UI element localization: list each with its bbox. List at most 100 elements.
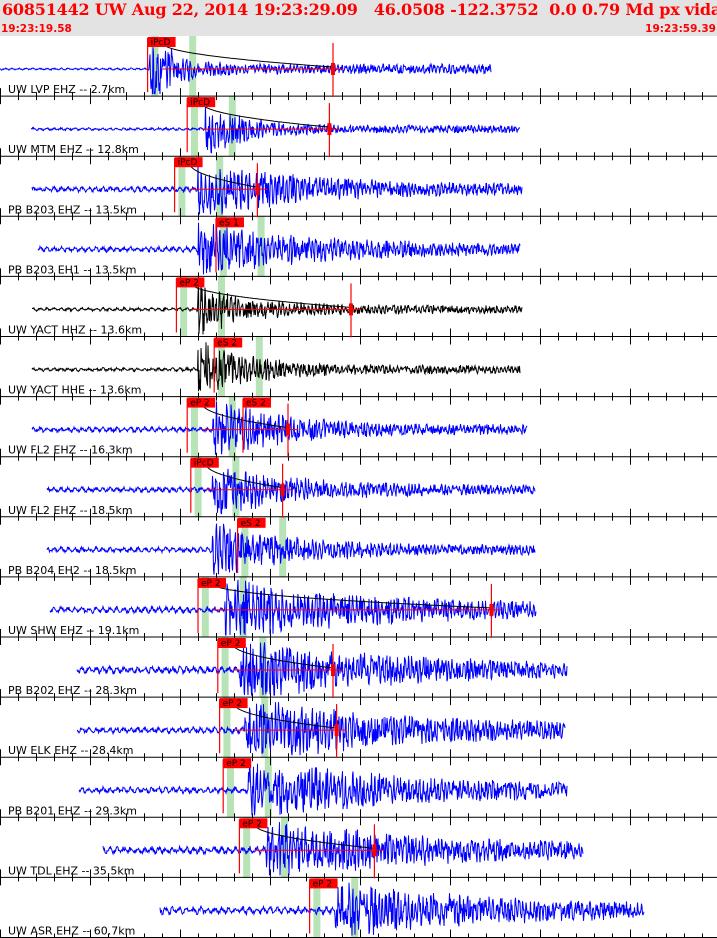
event-title: 60851442 UW Aug 22, 2014 19:23:29.09 46.…: [2, 0, 717, 19]
station-label: PB B204 EH2 -- 18.5km: [8, 564, 136, 577]
coda-fit-curve: [162, 42, 333, 68]
predicted-phase-band: [241, 516, 249, 577]
seismic-trace: [0, 47, 492, 95]
predicted-phase-band: [313, 877, 321, 938]
station-label: PB B202 EHZ -- 28.3km: [8, 684, 137, 697]
coda-end-marker: [331, 664, 335, 676]
pick-label: eP 2: [223, 699, 243, 709]
phase-pick[interactable]: eP 2: [217, 638, 246, 694]
event-header: 60851442 UW Aug 22, 2014 19:23:29.09 46.…: [0, 0, 717, 36]
pick-flag: [217, 638, 246, 648]
phase-pick[interactable]: eP 2: [186, 397, 216, 453]
predicted-phase-band: [180, 276, 188, 337]
predicted-phase-band: [223, 697, 231, 758]
coda-fit-curve: [205, 463, 282, 489]
channel-row[interactable]: eP 2 UW SHW EHZ -- 19.1km: [8, 577, 537, 638]
station-label: UW MTM EHZ -- 12.8km: [8, 143, 139, 156]
seismic-trace: [49, 579, 537, 636]
pick-label: eP 2: [226, 759, 246, 769]
predicted-phase-band: [257, 216, 265, 277]
pick-flag: [147, 37, 176, 47]
channel-row[interactable]: eP 2 eS 2 UW FL2 EHZ -- 16.3km: [8, 397, 528, 458]
pick-label: iPcD: [190, 98, 210, 108]
channel-row[interactable]: eP 2 UW ASR EHZ -- 60.7km: [8, 878, 645, 938]
coda-end-marker: [349, 303, 353, 316]
channel-row[interactable]: eS 2 PB B204 EH2 -- 18.5km: [8, 517, 536, 577]
phase-pick[interactable]: iPcD: [174, 157, 203, 213]
phase-pick[interactable]: eS 1: [215, 217, 244, 273]
seismic-trace: [46, 523, 536, 575]
channel-row[interactable]: eS 1 PB B203 EH1 -- 13.5km: [8, 217, 521, 276]
station-label: UW YACT HHZ -- 13.6km: [8, 324, 142, 337]
phase-pick[interactable]: eP 2: [238, 818, 268, 874]
channel-row[interactable]: iPcD UW MTM EHZ -- 12.8km: [8, 97, 521, 158]
seismic-trace: [102, 822, 584, 876]
channel-row[interactable]: eP 2 UW YACT HHZ -- 13.6km: [8, 277, 523, 338]
coda-fit-curve: [232, 643, 333, 669]
station-label: UW SHW EHZ -- 19.1km: [8, 624, 139, 637]
seismic-trace: [32, 284, 523, 335]
station-label: UW FL2 EHZ -- 18.5km: [8, 504, 133, 517]
window-end-time: 19:23:59.39: [645, 23, 716, 35]
channel-row[interactable]: iPcD UW FL2 EHZ -- 18.5km: [8, 457, 536, 518]
phase-pick[interactable]: eP 2: [309, 878, 338, 934]
channel-row[interactable]: eP 2 PB B201 EHZ -- 29.3km: [8, 758, 568, 817]
phase-pick[interactable]: iPcD: [147, 37, 176, 93]
trace-panel[interactable]: iPcD UW LVP EHZ -- 2.7km iPcD UW MTM EHZ --…: [0, 36, 717, 938]
phase-pick[interactable]: eP 2: [219, 698, 248, 754]
coda-fit-curve: [190, 283, 350, 308]
channel-row[interactable]: eP 2 UW ELK EHZ -- 28.4km: [8, 698, 566, 759]
seismic-trace: [76, 702, 566, 756]
phase-pick[interactable]: eS 2: [242, 397, 271, 453]
channel-row[interactable]: eP 2 PB B202 EHZ -- 28.3km: [8, 638, 568, 698]
channel-row[interactable]: iPcD PB B203 EHZ -- 13.5km: [8, 157, 523, 218]
pick-label: eS 2: [241, 519, 261, 529]
pick-flag: [198, 577, 226, 588]
coda-end-marker: [489, 603, 494, 616]
pick-flag: [190, 457, 219, 468]
coda-end-marker: [327, 123, 332, 136]
predicted-phase-band: [243, 817, 251, 878]
pick-label: eS 1: [219, 218, 239, 228]
phase-pick[interactable]: eP 2: [197, 577, 226, 633]
predicted-phase-band: [351, 877, 359, 938]
seismic-trace: [46, 468, 536, 515]
channel-row[interactable]: iPcD UW LVP EHZ -- 2.7km: [0, 37, 492, 97]
phase-pick[interactable]: eP 2: [222, 758, 252, 814]
phase-pick[interactable]: eS 2: [213, 337, 243, 393]
pick-label: eP 2: [221, 639, 241, 649]
pick-label: eP 2: [190, 399, 210, 409]
pick-flag: [243, 397, 271, 408]
station-label: PB B203 EHZ -- 13.5km: [8, 203, 137, 216]
pick-flag: [237, 517, 266, 528]
seismic-trace: [37, 222, 521, 275]
phase-pick[interactable]: iPcD: [186, 97, 216, 153]
predicted-phase-band: [191, 396, 198, 457]
station-label: UW ASR EHZ -- 60.7km: [8, 925, 135, 938]
predicted-phase-band: [281, 817, 288, 878]
pick-label: eP 2: [179, 278, 199, 288]
phase-pick[interactable]: eS 2: [237, 517, 266, 573]
pick-flag: [219, 698, 248, 709]
seismic-trace: [78, 763, 568, 816]
coda-fit-curve: [189, 162, 256, 188]
seismic-trace: [31, 342, 521, 392]
pick-flag: [216, 217, 244, 228]
window-start-time: 19:23:19.58: [1, 23, 72, 35]
predicted-phase-band: [261, 697, 269, 758]
phase-pick[interactable]: iPcD: [190, 457, 219, 513]
coda-fit-curve: [201, 102, 329, 128]
channel-row[interactable]: eP 2 UW TDL EHZ -- 35.5km: [8, 818, 584, 879]
pick-label: iPcD: [151, 38, 171, 48]
seismic-trace: [76, 642, 568, 696]
predicted-phase-band: [191, 96, 198, 157]
channel-row[interactable]: eS 2 UW YACT HHE -- 13.6km: [8, 337, 521, 397]
pick-flag: [174, 157, 203, 168]
pick-label: iPcD: [178, 158, 198, 168]
pick-flag: [187, 97, 216, 108]
predicted-phase-band: [221, 637, 229, 698]
phase-pick[interactable]: eP 2: [175, 277, 205, 333]
seismic-trace: [31, 163, 523, 215]
pick-flag: [176, 277, 205, 288]
